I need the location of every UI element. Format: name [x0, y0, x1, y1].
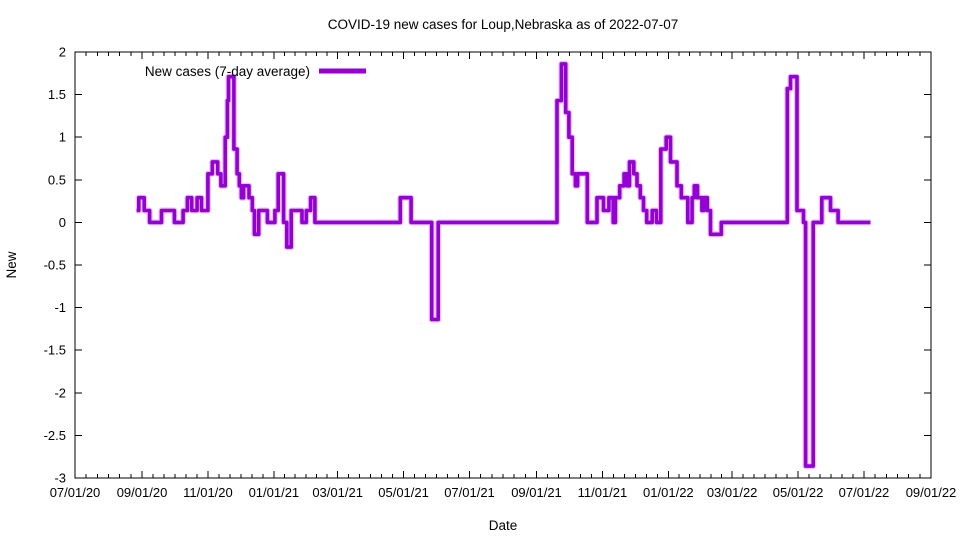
chart-title: COVID-19 new cases for Loup,Nebraska as …	[328, 17, 678, 32]
plot-area: 2 1.5 1 0.5 0 -0.5 -1 -1.5 -2 -2.5 -307/01/20 09/01…	[44, 45, 957, 501]
data-line	[136, 62, 871, 468]
y-tick-label: -1	[54, 300, 66, 315]
y-tick-label: 1	[59, 130, 66, 145]
y-tick-label: -1.5	[44, 343, 66, 358]
x-tick-label: 05/01/22	[773, 485, 824, 500]
legend-label: New cases (7-day average)	[145, 64, 310, 79]
y-tick-label: 0	[59, 215, 66, 230]
x-tick-label: 01/01/22	[643, 485, 694, 500]
x-tick-label: 01/01/21	[249, 485, 300, 500]
legend: New cases (7-day average)	[145, 64, 366, 79]
data-line-halo	[135, 60, 871, 470]
x-tick-label: 03/01/21	[312, 485, 363, 500]
x-tick-label: 03/01/22	[707, 485, 758, 500]
y-tick-label: 2	[59, 45, 66, 60]
y-tick-label: 0.5	[48, 172, 66, 187]
x-tick-label: 11/01/21	[578, 485, 628, 500]
x-tick-label: 09/01/21	[511, 485, 562, 500]
x-tick-label: 05/01/21	[378, 485, 429, 500]
x-tick-label: 07/01/20	[50, 485, 101, 500]
x-tick-label: 07/01/21	[444, 485, 495, 500]
y-tick-label: -0.5	[44, 258, 66, 273]
x-tick-label: 11/01/20	[183, 485, 233, 500]
y-tick-label: -2.5	[44, 428, 66, 443]
x-tick-label: 09/01/20	[117, 485, 168, 500]
y-tick-label: -2	[54, 385, 66, 400]
x-tick-label: 07/01/22	[839, 485, 890, 500]
y-axis-label: New	[4, 251, 19, 278]
x-axis-label: Date	[489, 518, 518, 533]
y-tick-label: 1.5	[48, 87, 66, 102]
y-tick-label: -3	[54, 471, 66, 486]
x-tick-label: 09/01/22	[906, 485, 957, 500]
